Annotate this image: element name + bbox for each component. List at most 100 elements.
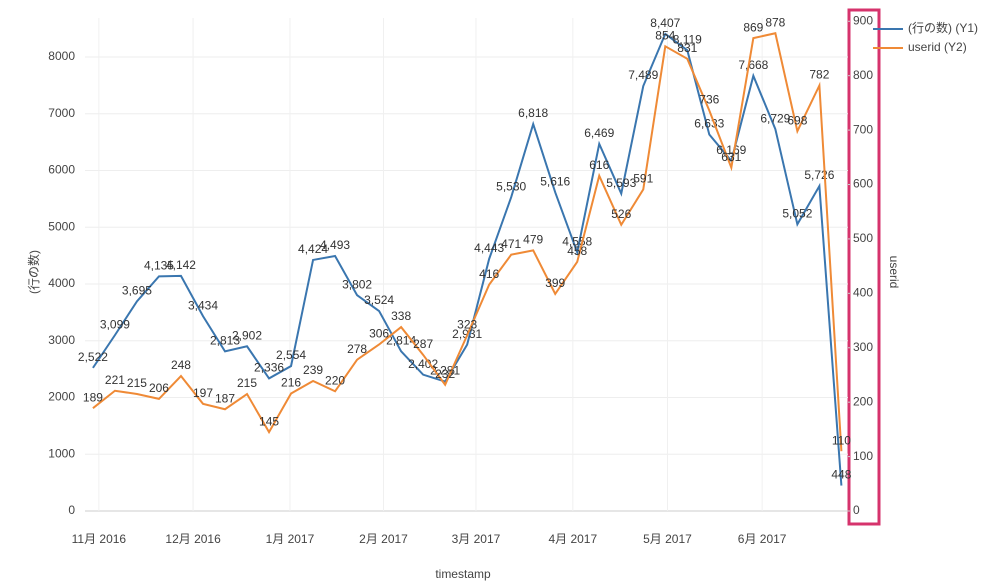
x-tick-label: 4月 2017 xyxy=(548,532,597,546)
y-tick-label: 8000 xyxy=(48,49,75,63)
data-label: 736 xyxy=(699,93,719,107)
data-label: 3,802 xyxy=(342,277,372,291)
data-label: 6,633 xyxy=(694,117,724,131)
x-tick-label: 5月 2017 xyxy=(643,532,692,546)
data-label: 3,099 xyxy=(100,317,130,331)
y2-axis-title: userid xyxy=(887,256,901,289)
data-label: 215 xyxy=(127,376,147,390)
x-tick-label: 3月 2017 xyxy=(452,532,501,546)
data-label: 2,813 xyxy=(210,334,240,348)
data-label: 4,443 xyxy=(474,241,504,255)
data-label: 458 xyxy=(567,244,587,258)
data-label: 7,668 xyxy=(738,58,768,72)
data-label: 8,119 xyxy=(673,32,702,46)
data-label: 197 xyxy=(193,386,213,400)
data-label: 2,336 xyxy=(254,361,284,375)
y2-tick-label: 600 xyxy=(853,177,873,191)
data-label: 145 xyxy=(259,414,279,428)
y2-tick-label: 500 xyxy=(853,231,873,245)
data-label: 616 xyxy=(589,158,609,172)
y-tick-label: 0 xyxy=(68,503,75,517)
data-label: 6,818 xyxy=(518,106,548,120)
data-label: 479 xyxy=(523,233,543,247)
y-tick-label: 5000 xyxy=(48,219,75,233)
y2-tick-label: 300 xyxy=(853,340,873,354)
data-label: 248 xyxy=(171,358,191,372)
x-tick-label: 12月 2016 xyxy=(165,532,221,546)
data-label: 187 xyxy=(215,391,235,405)
data-label: 5,052 xyxy=(782,206,812,220)
y-tick-label: 4000 xyxy=(48,276,75,290)
x-tick-label: 11月 2016 xyxy=(72,532,127,546)
y2-tick-label: 800 xyxy=(853,68,873,82)
data-label: 338 xyxy=(391,309,411,323)
data-label: 4,424 xyxy=(298,242,328,256)
highlight-box xyxy=(847,8,881,526)
data-label: 2,554 xyxy=(276,348,306,362)
x-axis-title: timestamp xyxy=(435,567,491,581)
data-label: 5,530 xyxy=(496,179,526,193)
data-label: 591 xyxy=(633,172,653,186)
data-label: 7,489 xyxy=(628,68,658,82)
y-axis-title: (行の数) xyxy=(26,250,41,294)
data-label: 206 xyxy=(149,381,169,395)
data-label: 448 xyxy=(831,468,851,482)
data-label: 232 xyxy=(435,367,455,381)
data-label: 5,616 xyxy=(540,174,570,188)
x-tick-label: 1月 2017 xyxy=(266,532,315,546)
data-label: 471 xyxy=(501,237,521,251)
legend-label: (行の数) (Y1) xyxy=(908,20,978,35)
y-tick-label: 2000 xyxy=(48,390,75,404)
series-line xyxy=(92,32,843,486)
x-tick-label: 6月 2017 xyxy=(738,532,787,546)
y2-tick-label: 100 xyxy=(853,449,873,463)
data-label: 215 xyxy=(237,376,257,390)
data-label: 869 xyxy=(743,20,763,34)
data-label: 8,407 xyxy=(650,16,680,30)
data-label: 526 xyxy=(611,207,631,221)
y2-tick-label: 700 xyxy=(853,122,873,136)
data-label: 854 xyxy=(655,28,675,42)
x-tick-label: 2月 2017 xyxy=(359,532,408,546)
data-label: 287 xyxy=(413,337,433,351)
data-label: 416 xyxy=(479,267,499,281)
y-tick-label: 7000 xyxy=(48,106,75,120)
data-label: 278 xyxy=(347,342,367,356)
y2-tick-label: 200 xyxy=(853,394,873,408)
data-label: 4,493 xyxy=(320,238,350,252)
data-label: 4,135 xyxy=(144,259,174,273)
data-label: 878 xyxy=(765,15,785,29)
data-label: 4,142 xyxy=(166,258,196,272)
data-label: 306 xyxy=(369,327,389,341)
data-label: 3,695 xyxy=(122,283,152,297)
y2-tick-label: 900 xyxy=(853,13,873,27)
y2-tick-label: 0 xyxy=(853,503,860,517)
data-label: 6,729 xyxy=(760,111,790,125)
data-label: 5,726 xyxy=(804,168,834,182)
data-label: 110 xyxy=(832,433,851,447)
data-label: 221 xyxy=(105,373,125,387)
data-label: 782 xyxy=(809,68,829,82)
data-label: 4,558 xyxy=(562,234,592,248)
data-label: 3,524 xyxy=(364,293,394,307)
y-tick-label: 1000 xyxy=(48,446,75,460)
data-label: 220 xyxy=(325,373,345,387)
data-label: 2,902 xyxy=(232,328,262,342)
series-line xyxy=(92,32,843,452)
data-label: 2,402 xyxy=(408,357,438,371)
data-label: 3,434 xyxy=(188,298,218,312)
data-label: 399 xyxy=(545,276,565,290)
legend-label: userid (Y2) xyxy=(908,40,967,54)
data-label: 239 xyxy=(303,363,323,377)
data-label: 323 xyxy=(457,317,477,331)
y-tick-label: 3000 xyxy=(48,333,75,347)
data-label: 6,469 xyxy=(584,126,614,140)
data-label: 698 xyxy=(787,113,807,127)
y2-tick-label: 400 xyxy=(853,286,873,300)
y-tick-label: 6000 xyxy=(48,163,75,177)
data-label: 631 xyxy=(721,150,741,164)
data-label: 831 xyxy=(677,41,697,55)
data-label: 2,522 xyxy=(78,350,108,364)
data-label: 216 xyxy=(281,376,301,390)
